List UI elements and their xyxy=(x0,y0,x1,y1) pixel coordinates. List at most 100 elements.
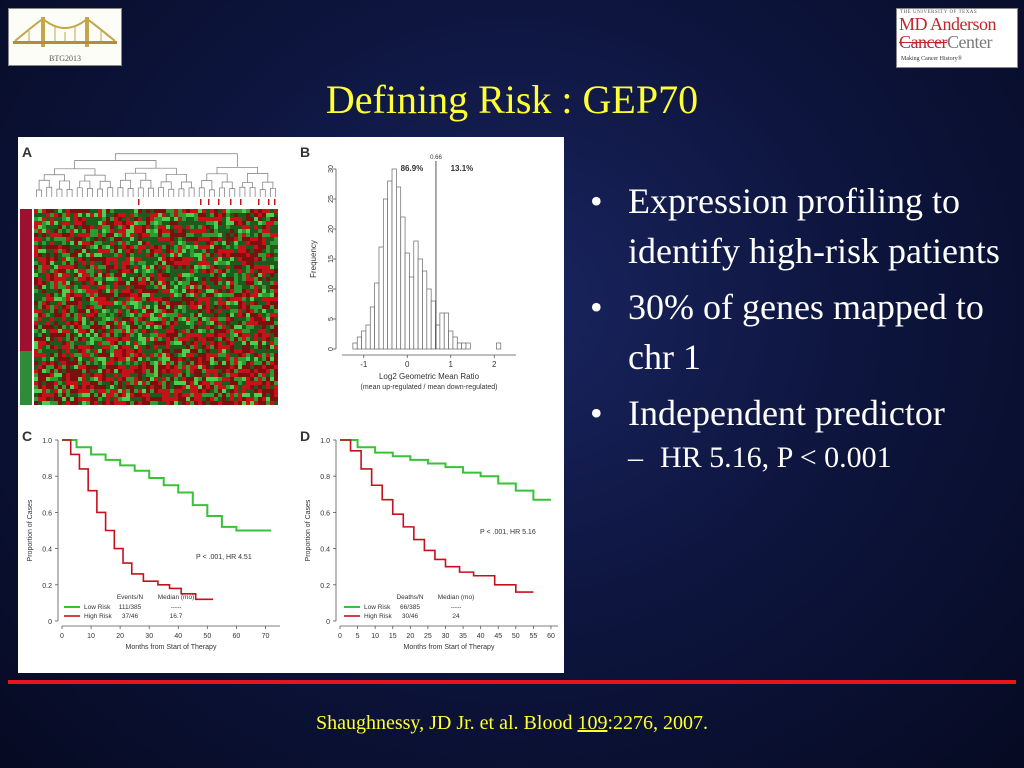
heatmap-cell xyxy=(110,353,114,357)
heatmap-cell xyxy=(42,209,46,213)
heatmap-cell xyxy=(94,293,98,297)
heatmap-cell xyxy=(134,341,138,345)
heatmap-cell xyxy=(54,293,58,297)
heatmap-cell xyxy=(262,209,266,213)
heatmap-cell xyxy=(274,341,278,345)
heatmap-cell xyxy=(114,365,118,369)
heatmap-cell xyxy=(222,345,226,349)
heatmap-cell xyxy=(242,393,246,397)
km-x-tick-label: 20 xyxy=(406,633,414,640)
heatmap-cell xyxy=(110,325,114,329)
heatmap-cell xyxy=(254,221,258,225)
heatmap-cell xyxy=(182,349,186,353)
heatmap-cell xyxy=(266,293,270,297)
heatmap-cell xyxy=(114,289,118,293)
heatmap-cell xyxy=(66,357,70,361)
heatmap-cell xyxy=(218,277,222,281)
heatmap-cell xyxy=(58,225,62,229)
heatmap-cell xyxy=(42,321,46,325)
heatmap-cell xyxy=(158,389,162,393)
heatmap-cell xyxy=(114,221,118,225)
heatmap-cell xyxy=(242,229,246,233)
heatmap-cell xyxy=(126,385,130,389)
heatmap-cell xyxy=(130,357,134,361)
heatmap-cell xyxy=(142,221,146,225)
heatmap-cell xyxy=(118,325,122,329)
heatmap-cell xyxy=(210,269,214,273)
heatmap-cell xyxy=(258,285,262,289)
heatmap-cell xyxy=(218,297,222,301)
heatmap-cell xyxy=(42,217,46,221)
heatmap-cell xyxy=(246,245,250,249)
heatmap-cell xyxy=(62,245,66,249)
heatmap-cell xyxy=(226,305,230,309)
heatmap-cell xyxy=(266,237,270,241)
heatmap-cell xyxy=(154,341,158,345)
heatmap-cell xyxy=(226,361,230,365)
heatmap-cell xyxy=(218,353,222,357)
heatmap-cell xyxy=(154,249,158,253)
heatmap-cell xyxy=(62,289,66,293)
heatmap-cell xyxy=(258,297,262,301)
heatmap-cell xyxy=(46,313,50,317)
heatmap-cell xyxy=(66,213,70,217)
km-legend-high-n: 37/46 xyxy=(122,613,139,620)
heatmap-cell xyxy=(250,301,254,305)
logo-university: THE UNIVERSITY OF TEXAS xyxy=(900,10,978,15)
heatmap-cell xyxy=(226,301,230,305)
heatmap-cell xyxy=(230,305,234,309)
heatmap-cell xyxy=(134,261,138,265)
heatmap-cell xyxy=(82,241,86,245)
heatmap-cell xyxy=(42,269,46,273)
heatmap-cell xyxy=(74,321,78,325)
heatmap-cell xyxy=(42,221,46,225)
heatmap-cell xyxy=(38,253,42,257)
heatmap-cell xyxy=(106,401,110,405)
heatmap-cell xyxy=(106,209,110,213)
heatmap-cell xyxy=(142,349,146,353)
heatmap-cell xyxy=(98,261,102,265)
heatmap-cell xyxy=(66,301,70,305)
heatmap-cell xyxy=(178,249,182,253)
heatmap-cell xyxy=(102,297,106,301)
heatmap-cell xyxy=(146,277,150,281)
heatmap-cell xyxy=(186,273,190,277)
heatmap-cell xyxy=(130,277,134,281)
heatmap-cell xyxy=(90,237,94,241)
heatmap-cell xyxy=(150,329,154,333)
heatmap-cell xyxy=(54,317,58,321)
heatmap-cell xyxy=(166,249,170,253)
heatmap-cell xyxy=(178,373,182,377)
heatmap-cell xyxy=(210,301,214,305)
dendrogram-branch xyxy=(59,180,70,190)
heatmap-cell xyxy=(122,369,126,373)
heatmap-cell xyxy=(270,273,274,277)
heatmap-cell xyxy=(178,225,182,229)
heatmap-cell xyxy=(98,237,102,241)
heatmap-cell xyxy=(58,309,62,313)
heatmap-cell xyxy=(122,253,126,257)
heatmap-cell xyxy=(178,341,182,345)
heatmap-cell xyxy=(174,269,178,273)
heatmap-cell xyxy=(102,369,106,373)
heatmap-cell xyxy=(46,253,50,257)
heatmap-cell xyxy=(86,217,90,221)
heatmap-cell xyxy=(158,253,162,257)
heatmap-cell xyxy=(202,325,206,329)
heatmap-cell xyxy=(178,329,182,333)
heatmap-cell xyxy=(34,305,38,309)
km-x-tick-label: 60 xyxy=(547,633,555,640)
heatmap-cell xyxy=(154,265,158,269)
heatmap-cell xyxy=(86,357,90,361)
dendrogram-branch xyxy=(46,186,53,197)
heatmap-cell xyxy=(42,377,46,381)
heatmap-cell xyxy=(162,253,166,257)
heatmap-cell xyxy=(130,257,134,261)
heatmap-cell xyxy=(70,337,74,341)
heatmap-cell xyxy=(78,381,82,385)
heatmap-cell xyxy=(242,385,246,389)
heatmap-cell xyxy=(274,361,278,365)
heatmap-cell xyxy=(246,325,250,329)
heatmap-cell xyxy=(254,377,258,381)
heatmap-cell xyxy=(222,397,226,401)
